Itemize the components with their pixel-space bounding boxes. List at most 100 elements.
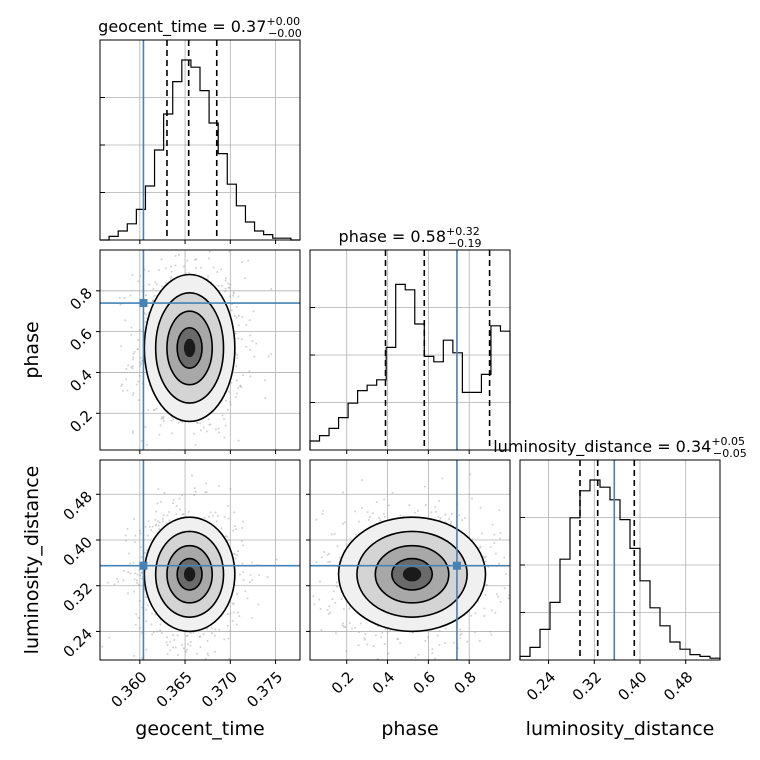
panel-geocent_time-vs-phase xyxy=(96,249,301,534)
sample-point xyxy=(396,638,399,641)
sample-point xyxy=(206,652,209,655)
sample-point xyxy=(227,286,230,289)
sample-point xyxy=(234,396,237,399)
sample-point xyxy=(207,257,210,260)
sample-point xyxy=(449,522,452,525)
sample-point xyxy=(217,427,220,430)
sample-point xyxy=(160,417,163,420)
sample-point xyxy=(116,577,119,580)
sample-point xyxy=(387,652,390,655)
sample-point xyxy=(329,560,332,563)
sample-point xyxy=(484,594,487,597)
sample-point xyxy=(139,364,142,367)
sample-point xyxy=(152,288,155,291)
sample-point xyxy=(214,463,216,465)
sample-point xyxy=(341,624,344,627)
sample-point xyxy=(210,632,213,635)
sample-point xyxy=(484,560,487,563)
sample-point xyxy=(441,477,444,480)
sample-point xyxy=(249,334,252,337)
sample-point xyxy=(483,556,486,559)
sample-point xyxy=(249,375,252,378)
sample-point xyxy=(151,300,154,303)
sample-point xyxy=(327,561,330,564)
sample-point xyxy=(181,494,184,497)
sample-point xyxy=(145,313,148,316)
sample-point xyxy=(319,608,322,611)
sample-point xyxy=(194,443,197,446)
sample-point xyxy=(168,519,171,522)
sample-point xyxy=(186,643,189,646)
sample-point xyxy=(205,430,208,433)
sample-point xyxy=(107,581,110,584)
sample-point xyxy=(246,597,249,600)
sample-point xyxy=(130,326,133,329)
sample-point xyxy=(138,599,141,602)
sample-point xyxy=(135,383,138,386)
sample-point xyxy=(417,653,420,656)
sample-point xyxy=(137,280,140,283)
sample-point xyxy=(156,520,159,523)
sample-point xyxy=(174,254,177,257)
sample-point xyxy=(545,567,547,569)
sample-point xyxy=(228,630,231,633)
sample-point xyxy=(436,634,439,637)
sample-point xyxy=(431,652,434,655)
sample-point xyxy=(415,673,417,675)
sample-point xyxy=(232,291,235,294)
sample-point xyxy=(199,635,202,638)
sample-point xyxy=(132,430,135,433)
sample-point xyxy=(315,518,318,521)
sample-point xyxy=(235,623,238,626)
sample-point xyxy=(234,332,237,335)
sample-point xyxy=(138,626,141,629)
sample-point xyxy=(122,570,125,573)
sample-point xyxy=(239,385,242,388)
sample-point xyxy=(270,353,273,356)
sample-point xyxy=(209,511,212,514)
sample-point xyxy=(242,571,245,574)
sample-point xyxy=(227,282,230,285)
sample-point xyxy=(231,602,234,605)
y-tick-label: 0.40 xyxy=(60,533,96,569)
sample-point xyxy=(493,541,496,544)
contour-line xyxy=(166,544,214,604)
sample-point xyxy=(478,547,481,550)
sample-point xyxy=(162,415,165,418)
sample-point xyxy=(236,611,239,614)
sample-point xyxy=(248,319,251,322)
sample-point xyxy=(205,491,208,494)
sample-point xyxy=(526,562,528,564)
sample-point xyxy=(132,391,135,394)
sample-point xyxy=(137,616,140,619)
sample-point xyxy=(168,511,171,514)
sample-point xyxy=(132,352,135,355)
sample-point xyxy=(342,491,345,494)
sample-point xyxy=(211,627,214,630)
sample-point xyxy=(473,631,476,634)
sample-point xyxy=(134,534,137,537)
sample-point xyxy=(166,514,169,517)
x-tick-label: 0.375 xyxy=(243,668,286,711)
contour-line xyxy=(143,273,236,423)
sample-point xyxy=(242,578,245,581)
sample-point xyxy=(224,535,227,538)
contour-line xyxy=(154,530,225,618)
sample-point xyxy=(210,665,212,667)
sample-point xyxy=(335,581,338,584)
sample-point xyxy=(181,513,184,516)
sample-point xyxy=(386,630,389,633)
x-tick-label: 0.32 xyxy=(569,668,605,704)
sample-point xyxy=(226,624,229,627)
sample-point xyxy=(237,386,240,389)
sample-point xyxy=(232,603,235,606)
sample-point xyxy=(194,490,197,493)
sample-point xyxy=(489,546,492,549)
sample-point xyxy=(247,259,250,262)
sample-point xyxy=(238,615,241,618)
x-tick-label: 0.365 xyxy=(153,668,196,711)
sample-point xyxy=(203,516,206,519)
sample-point xyxy=(533,553,535,555)
sample-point xyxy=(450,520,453,523)
sample-point xyxy=(147,532,149,534)
